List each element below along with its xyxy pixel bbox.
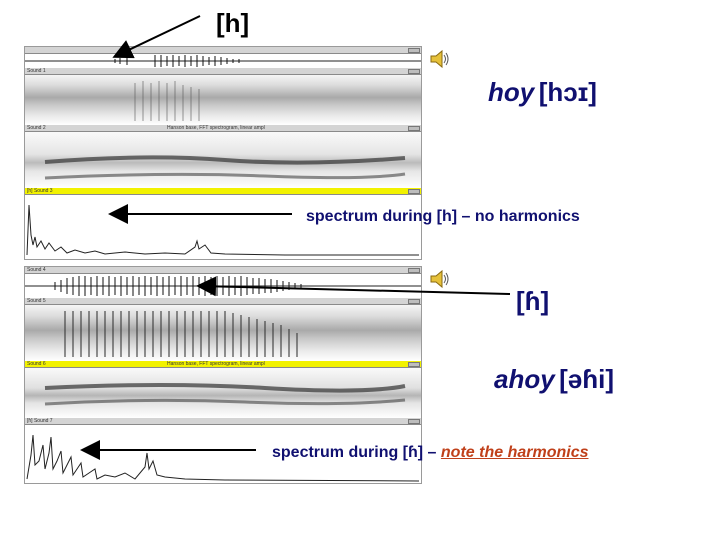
spectrogram-pane: [25, 305, 421, 361]
spectrogram-titlebar[interactable]: Sound 1: [25, 68, 421, 75]
spectrum-titlebar[interactable]: [ɦ] Sound 7: [25, 418, 421, 425]
window-buttons[interactable]: [408, 419, 420, 424]
window-buttons[interactable]: [408, 268, 420, 273]
speaker-icon[interactable]: [428, 48, 450, 70]
spectrum-titlebar[interactable]: [h] Sound 3: [25, 188, 421, 195]
window-buttons[interactable]: [408, 126, 420, 131]
formant-pane: [25, 132, 421, 188]
example-transcription: [əɦi]: [559, 364, 615, 394]
spectrum-pane: [25, 195, 421, 259]
spectrum-plot-no-harmonics: [26, 204, 419, 256]
waveform-plot: [25, 276, 421, 296]
window-buttons[interactable]: [408, 362, 420, 367]
note-no-harmonics: spectrum during [h] – no harmonics: [306, 208, 580, 225]
waveform-plot: [25, 55, 421, 67]
formant-plot: [44, 155, 406, 180]
example-ahoy: ahoy [əɦi]: [494, 364, 614, 395]
label-h-voiced: [ɦ]: [516, 286, 550, 316]
note-harmonics: spectrum during [ɦ] – note the harmonics: [272, 444, 588, 462]
example-word: hoy: [488, 77, 535, 107]
spectrum-pane: [25, 425, 421, 483]
spectrum-plot-harmonics: [26, 434, 420, 482]
spectrogram-pane: [25, 75, 421, 125]
filter-titlebar[interactable]: Sound 2 Hanson base, FFT spectrogram, li…: [25, 125, 421, 132]
waveform-pane: [25, 54, 421, 68]
window-buttons[interactable]: [408, 299, 420, 304]
example-transcription: [hɔɪ]: [538, 77, 597, 107]
filter-titlebar[interactable]: Sound 6 Hanson base, FFT spectrogram, li…: [25, 361, 421, 368]
spectrogram-titlebar[interactable]: Sound 5: [25, 298, 421, 305]
example-word: ahoy: [494, 364, 555, 394]
waveform-titlebar[interactable]: Sound 4: [25, 267, 421, 274]
window-buttons[interactable]: [408, 69, 420, 74]
speaker-icon[interactable]: [428, 268, 450, 290]
window-buttons[interactable]: [408, 48, 420, 53]
waveform-pane: [25, 274, 421, 298]
window-buttons[interactable]: [408, 189, 420, 194]
spectrogram-plot: [134, 81, 200, 121]
analysis-window-hoy: Sound 1 Sound 2 Hanson base, FFT spectro…: [24, 46, 422, 260]
label-h-voiceless: [h]: [216, 8, 250, 38]
spectrogram-plot: [64, 311, 298, 357]
note-prefix: spectrum during [ɦ] –: [272, 444, 441, 461]
example-hoy: hoy [hɔɪ]: [488, 77, 597, 108]
note-link[interactable]: note the harmonics: [440, 444, 589, 461]
formant-pane: [25, 368, 421, 418]
formant-plot: [44, 383, 406, 406]
waveform-titlebar[interactable]: [25, 47, 421, 54]
